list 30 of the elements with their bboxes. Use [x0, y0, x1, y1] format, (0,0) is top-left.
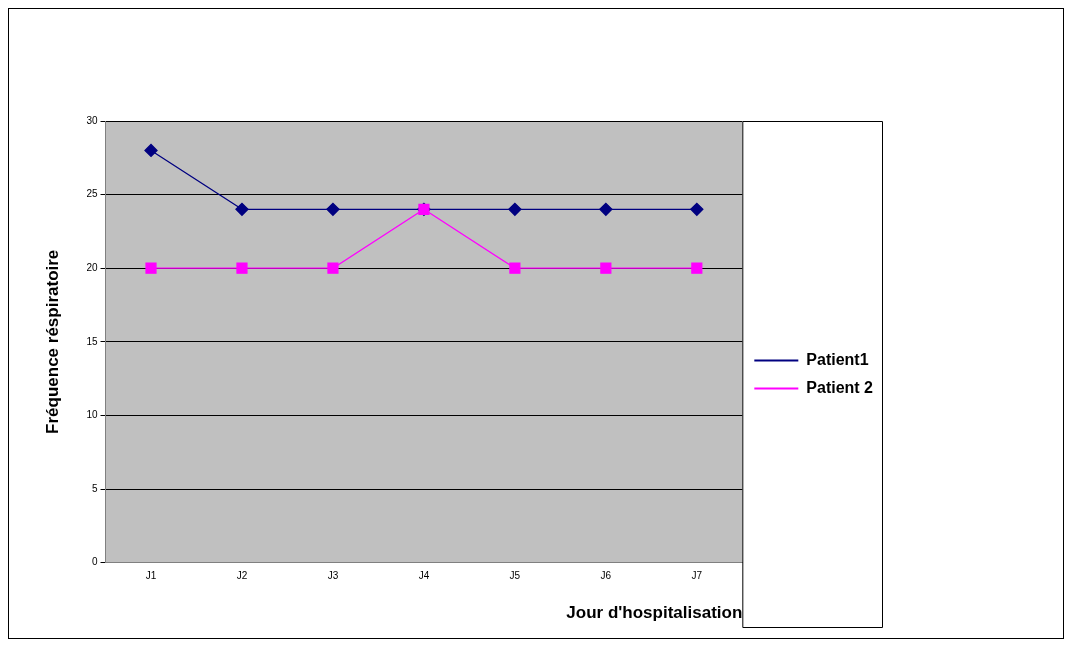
point — [690, 202, 704, 216]
point — [236, 262, 248, 274]
x-tick-label: J2 — [236, 570, 248, 582]
x-tick-label: J7 — [691, 570, 703, 582]
legend-label: Patient 2 — [806, 378, 874, 396]
y-tick-label: 25 — [86, 188, 98, 200]
x-tick-label: J3 — [327, 570, 339, 582]
point — [509, 262, 521, 274]
point — [691, 262, 703, 274]
x-tick-label: J5 — [509, 570, 521, 582]
point — [599, 202, 613, 216]
y-tick-label: 5 — [91, 482, 98, 494]
y-tick-label: 10 — [86, 409, 98, 421]
point — [326, 202, 340, 216]
x-tick-label: J1 — [145, 570, 157, 582]
point — [144, 143, 158, 158]
point — [327, 262, 339, 274]
y-axis-title: Fréquence réspiratoire — [42, 249, 62, 434]
point — [600, 262, 612, 274]
point — [508, 202, 522, 216]
x-axis-title: Jour d'hospitalisation — [566, 603, 743, 623]
x-tick-label: J4 — [418, 570, 430, 582]
point — [145, 262, 157, 274]
y-tick-label: 0 — [91, 556, 98, 568]
y-tick-label: 15 — [86, 335, 98, 347]
x-tick-label: J6 — [600, 570, 612, 582]
y-tick-label: 30 — [86, 114, 98, 126]
point — [235, 202, 249, 216]
y-tick-label: 20 — [86, 261, 98, 273]
legend-label: Patient1 — [806, 350, 869, 368]
